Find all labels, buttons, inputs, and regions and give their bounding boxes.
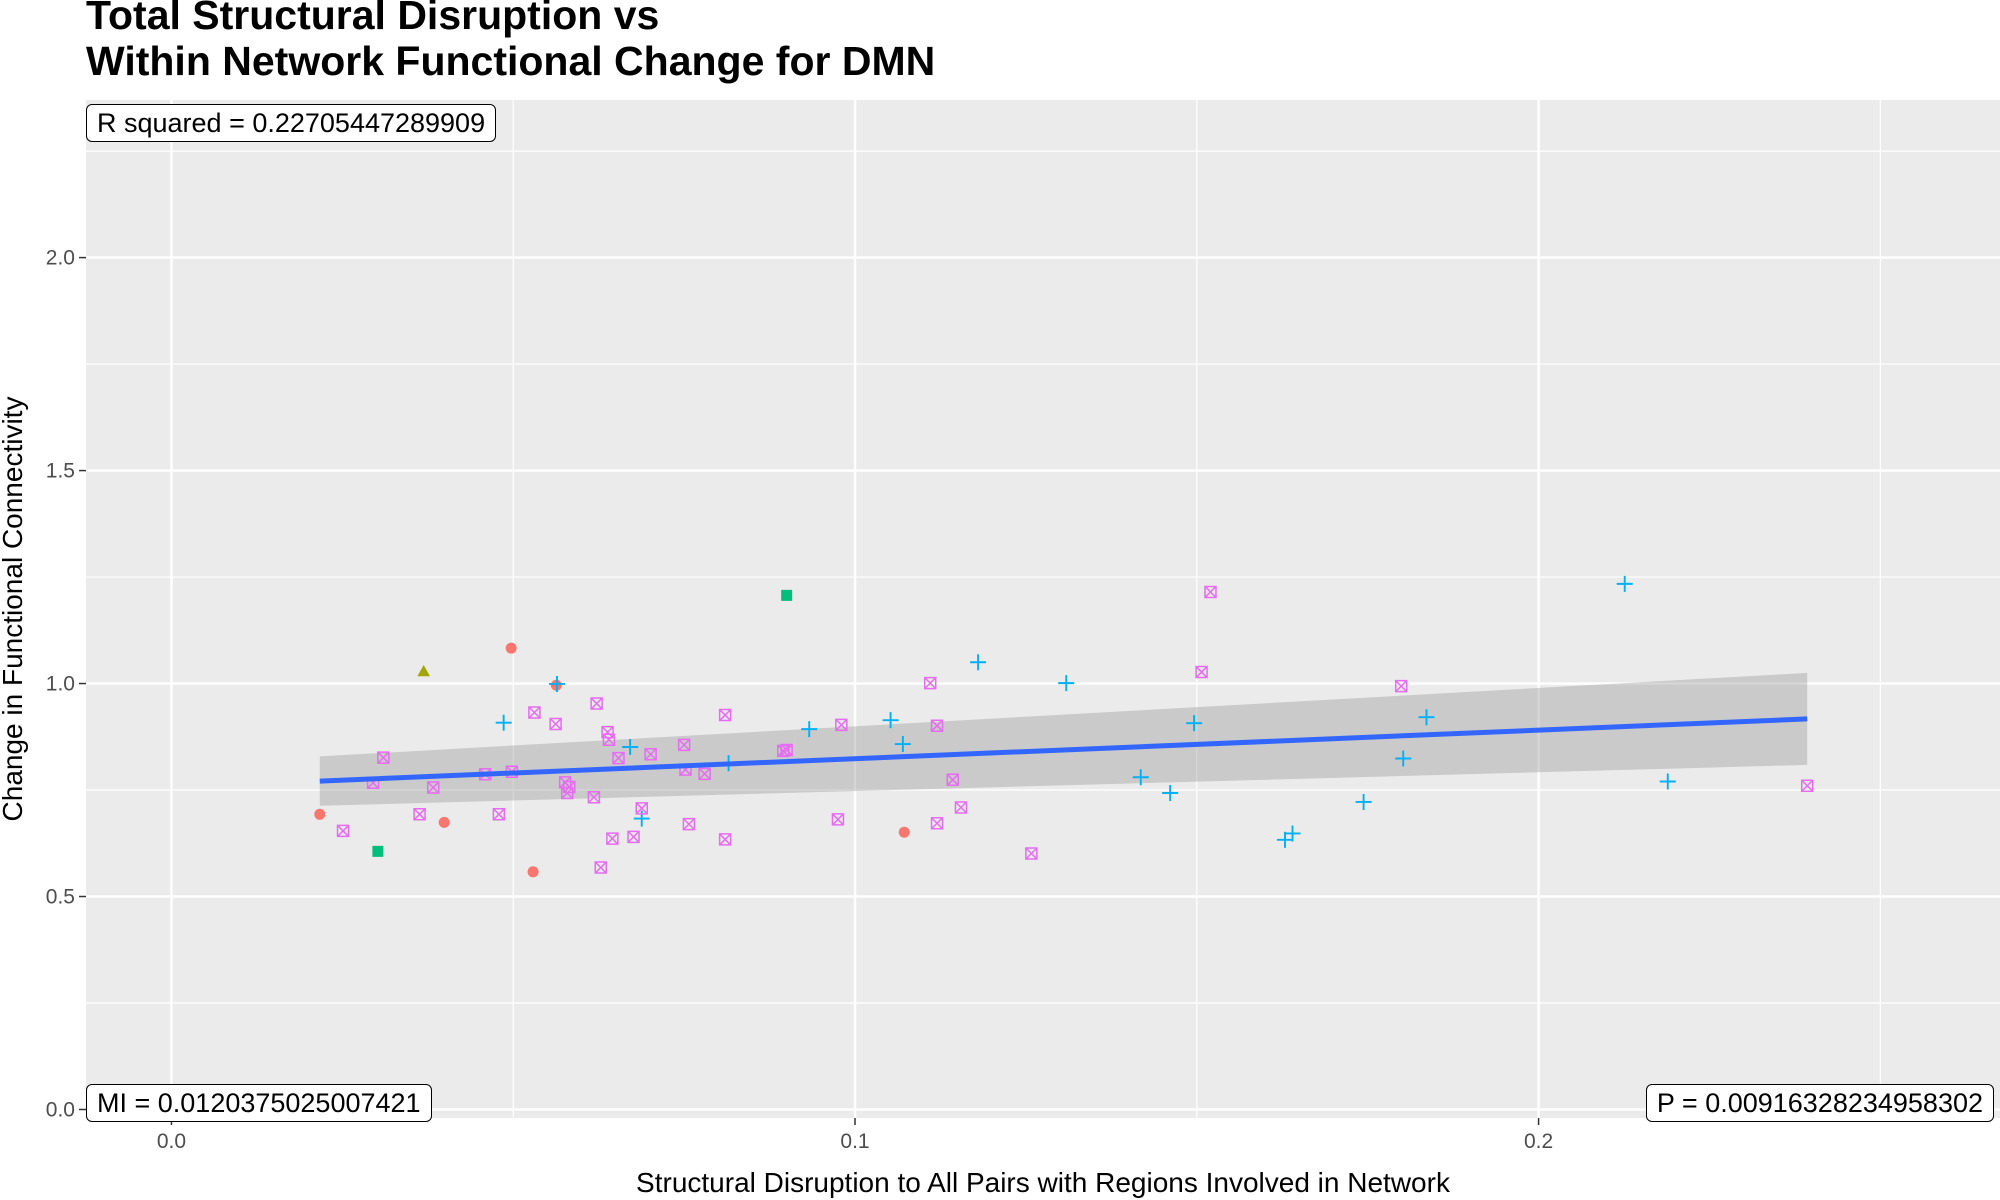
data-point-square-cross-21 [635, 802, 648, 815]
mi-label: MI = 0.0120375025007421 [86, 1084, 432, 1122]
data-point-plus-16 [1395, 750, 1412, 767]
grid-minor [86, 100, 2000, 1118]
x-tick-label-0: 0.0 [157, 1130, 186, 1153]
data-point-plus-8 [970, 654, 987, 671]
data-point-circle-0 [314, 808, 326, 820]
data-point-plus-9 [1058, 675, 1075, 692]
y-tick-label-4: 2.0 [46, 247, 75, 270]
data-point-plus-1 [548, 675, 565, 692]
y-tick-label-2: 1.0 [46, 673, 75, 696]
data-point-square-cross-14 [590, 697, 603, 710]
data-point-square-cross-20 [627, 830, 640, 844]
data-point-square-cross-29 [776, 744, 790, 758]
chart-title-line-1: Total Structural Disruption vs [86, 0, 660, 38]
data-point-plus-19 [1659, 773, 1676, 790]
plot-panel [86, 100, 2000, 1118]
data-point-circle-2 [505, 642, 517, 654]
chart-title: Total Structural Disruption vs Within Ne… [86, 0, 935, 84]
y-axis: 0.0 0.5 1.0 1.5 2.0 [46, 247, 86, 1121]
y-tick-label-1: 0.5 [46, 886, 75, 909]
data-point-plus-6 [882, 712, 899, 729]
chart-title-line-2: Within Network Functional Change for DMN [86, 38, 936, 84]
data-point-square-cross-17 [602, 733, 616, 747]
data-point-square-cross-0 [336, 824, 350, 838]
data-point-plus-17 [1418, 709, 1435, 726]
data-point-square-1 [781, 589, 793, 601]
x-tick-label-2: 0.2 [1524, 1130, 1553, 1153]
data-point-square-cross-6 [492, 808, 506, 821]
data-point-plus-11 [1162, 785, 1179, 802]
data-point-plus-13 [1276, 831, 1293, 848]
data-point-square-cross-26 [698, 767, 711, 781]
data-point-square-cross-30 [780, 743, 793, 757]
data-point-plus-2 [622, 739, 639, 756]
data-point-circle-1 [438, 816, 450, 828]
y-tick-label-0: 0.0 [46, 1098, 75, 1121]
data-point-square-0 [372, 845, 384, 857]
data-point-square-cross-15 [594, 861, 607, 874]
x-tick-label-1: 0.1 [840, 1130, 869, 1153]
data-point-square-cross-12 [563, 780, 576, 794]
data-point-square-cross-41 [1394, 679, 1408, 693]
data-point-square-cross-22 [644, 747, 657, 761]
y-tick-label-3: 1.5 [46, 460, 75, 483]
data-point-square-cross-37 [954, 801, 968, 814]
data-point-plus-18 [1616, 575, 1633, 592]
data-point-square-cross-35 [930, 816, 944, 830]
data-point-square-cross-40 [1204, 585, 1217, 599]
p-value-label: P = 0.00916328234958302 [1645, 1084, 1994, 1122]
data-point-square-cross-32 [835, 718, 848, 732]
data-point-plus-5 [801, 721, 818, 738]
data-point-triangle-0 [417, 665, 430, 677]
data-point-circle-3 [527, 866, 539, 878]
data-point-circle-5 [898, 826, 910, 838]
data-point-square-cross-38 [1025, 847, 1038, 860]
x-axis-title: Structural Disruption to All Pairs with … [636, 1167, 1451, 1198]
data-point-square-cross-13 [587, 791, 601, 804]
regression-line [319, 716, 1808, 784]
data-point-square-cross-2 [377, 751, 390, 764]
data-point-plus-15 [1355, 793, 1372, 810]
points-layer [314, 575, 1814, 878]
data-point-plus-14 [1284, 825, 1301, 842]
data-point-plus-7 [894, 736, 911, 753]
data-point-square-cross-31 [831, 813, 845, 826]
data-point-square-cross-27 [718, 708, 732, 722]
fit-line-layer [319, 716, 1808, 784]
data-point-square-cross-33 [923, 676, 937, 690]
y-axis-title: Change in Functional Connectivity [0, 397, 28, 822]
x-axis: 0.0 0.1 0.2 [157, 1118, 1553, 1153]
data-point-plus-12 [1186, 715, 1203, 732]
data-point-plus-0 [495, 714, 512, 731]
data-point-square-cross-3 [413, 808, 426, 821]
data-point-square-cross-9 [549, 717, 562, 731]
data-point-square-cross-34 [930, 719, 944, 732]
data-point-square-cross-23 [677, 738, 691, 752]
data-point-square-cross-4 [427, 781, 440, 794]
data-point-square-cross-36 [946, 773, 960, 787]
data-point-square-cross-19 [612, 751, 625, 765]
data-point-square-cross-42 [1800, 779, 1814, 793]
data-point-square-cross-28 [718, 833, 732, 846]
grid-major [86, 100, 2000, 1118]
r-squared-label: R squared = 0.22705447289909 [86, 104, 497, 142]
data-point-square-cross-39 [1195, 665, 1208, 679]
data-point-square-cross-18 [606, 832, 619, 845]
data-point-plus-10 [1132, 769, 1149, 786]
data-point-square-cross-8 [528, 706, 541, 719]
data-point-square-cross-25 [682, 817, 696, 831]
